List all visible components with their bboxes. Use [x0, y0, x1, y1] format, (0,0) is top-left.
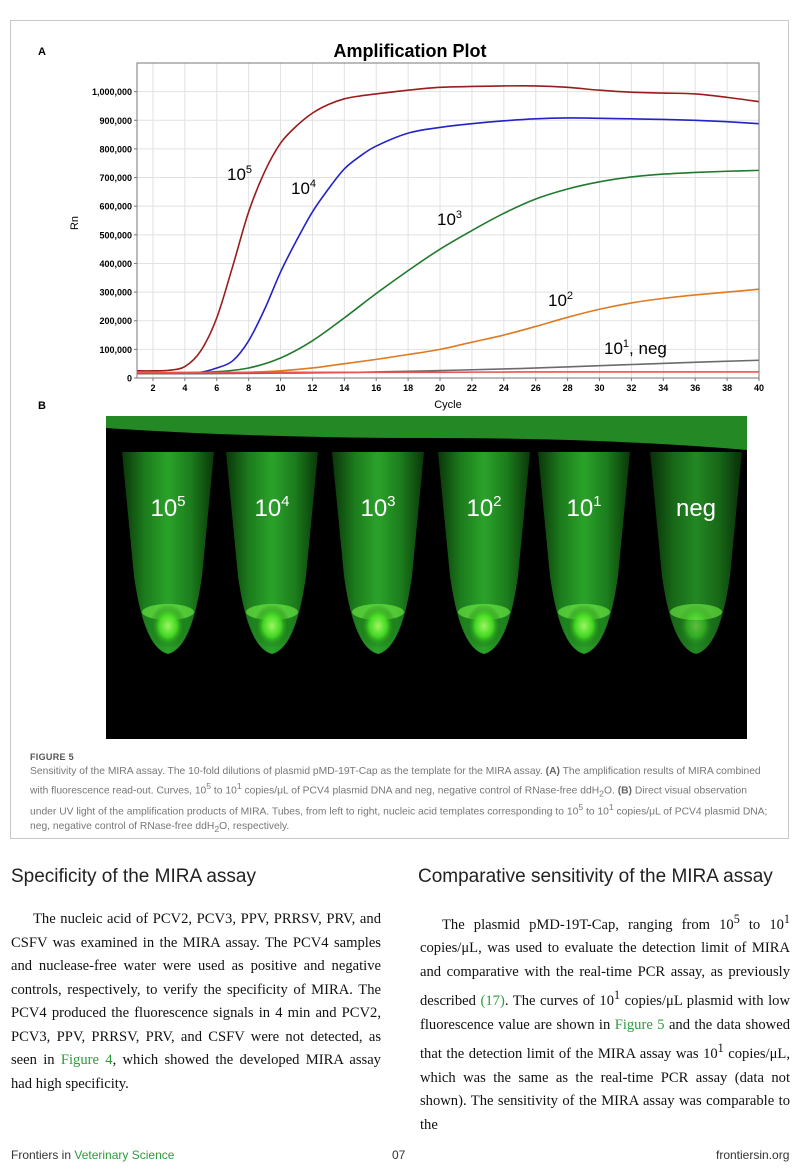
x-tick-label: 32 — [626, 383, 636, 393]
x-tick-label: 18 — [403, 383, 413, 393]
tube: 104 — [226, 452, 318, 654]
curve-annotation: 102 — [548, 290, 573, 310]
x-tick-label: 34 — [658, 383, 668, 393]
figure-5-link[interactable]: Figure 5 — [614, 1016, 665, 1033]
y-tick-label: 400,000 — [99, 259, 132, 269]
sensitivity-body: The plasmid pMD-19T-Cap, ranging from 10… — [420, 912, 790, 1133]
figure-4-link[interactable]: Figure 4 — [60, 1052, 113, 1068]
tube: 103 — [332, 452, 424, 654]
x-tick-label: 26 — [531, 383, 541, 393]
tube-label: neg — [676, 495, 716, 522]
x-tick-label: 40 — [754, 383, 764, 393]
amplification-plot: Amplification Plot 0 100,000 200,000 300,00… — [69, 41, 764, 411]
y-tick-label: 100,000 — [99, 345, 132, 355]
tube-body — [650, 452, 742, 654]
curve-annotation: 103 — [437, 209, 462, 229]
panel-b-letter: B — [38, 400, 46, 412]
x-tick-label: 2 — [150, 383, 155, 393]
tube-glow — [254, 604, 290, 648]
curve-annotation: 101, neg — [604, 338, 667, 358]
x-tick-label: 16 — [371, 383, 381, 393]
tube: 102 — [438, 452, 530, 654]
x-tick-label: 36 — [690, 383, 700, 393]
tube-body — [226, 452, 318, 654]
curve-annotation: 104 — [291, 178, 316, 198]
x-tick-label: 6 — [214, 383, 219, 393]
series-line-neg — [136, 371, 759, 374]
tube-label: 102 — [466, 493, 501, 522]
x-tick-label: 24 — [499, 383, 509, 393]
reference-17-link[interactable]: (17) — [480, 993, 505, 1010]
tube-label: 103 — [360, 493, 395, 522]
x-tick-label: 22 — [467, 383, 477, 393]
tube-body — [122, 452, 214, 654]
tube-body — [438, 452, 530, 654]
series-line-105 — [136, 84, 760, 372]
y-tick-label: 300,000 — [99, 288, 132, 298]
tube-label: 101 — [566, 493, 601, 522]
tube: neg — [650, 452, 742, 654]
x-tick-label: 28 — [563, 383, 573, 393]
y-axis-label: Rn — [69, 216, 81, 230]
series-line-102 — [136, 288, 760, 374]
y-tick-label: 200,000 — [99, 316, 132, 326]
x-axis-label: Cycle — [434, 399, 462, 411]
tube-body — [538, 452, 630, 654]
x-tick-label: 20 — [435, 383, 445, 393]
tube-glow — [150, 604, 186, 648]
tube-body — [332, 452, 424, 654]
uv-tubes-photo: 105 104 103 102 101 neg — [106, 416, 747, 739]
figure-frame — [10, 20, 789, 839]
x-tick-label: 14 — [339, 383, 349, 393]
x-tick-label: 12 — [307, 383, 317, 393]
y-tick-label: 0 — [127, 374, 132, 384]
y-tick-label: 900,000 — [99, 116, 132, 126]
sensitivity-heading: Comparative sensitivity of the MIRA assa… — [418, 866, 773, 887]
tube-glow — [566, 604, 602, 648]
footer-site-link[interactable]: frontiersin.org — [716, 1148, 790, 1162]
tube: 101 — [538, 452, 630, 654]
y-tick-label: 600,000 — [99, 202, 132, 212]
series-line-103 — [136, 169, 760, 374]
y-tick-label: 700,000 — [99, 173, 132, 183]
y-tick-label: 500,000 — [99, 230, 132, 240]
x-tick-label: 38 — [722, 383, 732, 393]
tube-glow — [466, 604, 502, 648]
specificity-heading: Specificity of the MIRA assay — [11, 866, 256, 887]
series-line-104 — [136, 117, 760, 375]
tube-glow — [360, 604, 396, 648]
footer-page-number: 07 — [392, 1148, 406, 1162]
x-tick-label: 10 — [276, 383, 286, 393]
tube-glow — [678, 604, 714, 648]
y-tick-label: 800,000 — [99, 144, 132, 154]
tube: 105 — [122, 452, 214, 654]
y-tick-label: 1,000,000 — [92, 87, 132, 97]
curve-annotation: 105 — [227, 164, 252, 184]
plot-area-frame — [136, 62, 760, 379]
tube-label: 104 — [254, 493, 289, 522]
x-tick-label: 8 — [246, 383, 251, 393]
series-line-101 — [136, 359, 760, 375]
figure-caption: FIGURE 5 Sensitivity of the MIRA assay. … — [30, 750, 770, 836]
specificity-body: The nucleic acid of PCV2, PCV3, PPV, PRR… — [11, 911, 381, 1092]
tube-label: 105 — [150, 493, 185, 522]
figure-label: FIGURE 5 — [30, 752, 74, 762]
x-tick-label: 4 — [182, 383, 187, 393]
panel-a-letter: A — [38, 46, 46, 58]
footer-journal: Frontiers in Veterinary Science — [11, 1148, 175, 1162]
x-tick-label: 30 — [595, 383, 605, 393]
chart-title: Amplification Plot — [334, 41, 487, 61]
